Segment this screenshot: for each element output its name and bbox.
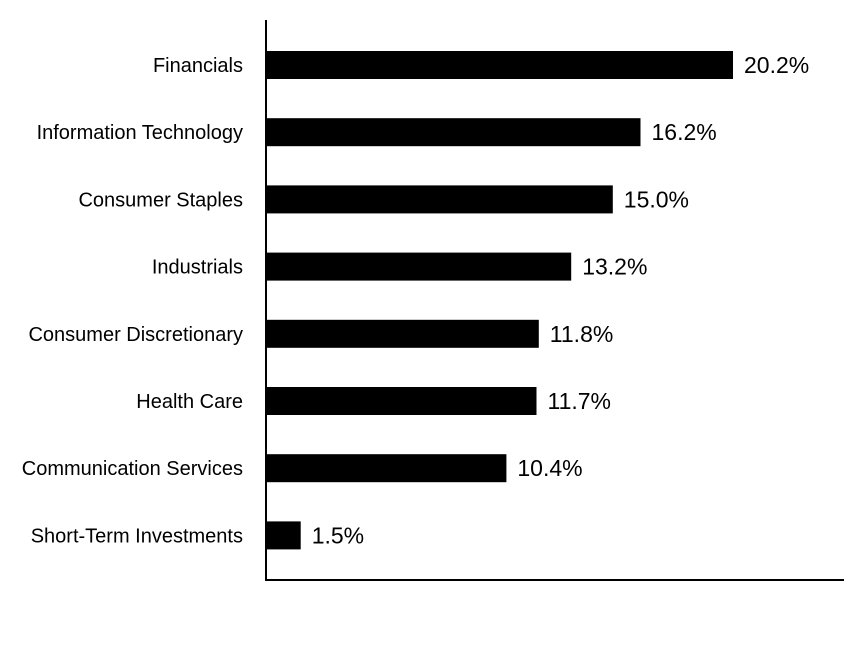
category-label: Health Care xyxy=(136,391,243,413)
value-label: 11.7% xyxy=(548,388,612,414)
category-label: Financials xyxy=(153,55,243,77)
bar xyxy=(266,319,539,348)
bar xyxy=(266,252,572,281)
category-label: Short-Term Investments xyxy=(31,525,243,547)
value-label: 1.5% xyxy=(312,522,364,548)
value-label: 11.8% xyxy=(550,321,614,347)
bar xyxy=(266,185,613,214)
category-label: Communication Services xyxy=(22,458,243,480)
bars-group xyxy=(266,51,733,550)
category-label: Consumer Discretionary xyxy=(28,324,243,346)
category-labels-group: Financials Information Technology Consumer… xyxy=(22,55,243,547)
value-label: 13.2% xyxy=(582,254,647,280)
bar xyxy=(266,521,301,550)
bar xyxy=(266,118,641,147)
category-label: Consumer Staples xyxy=(78,189,243,211)
value-label: 16.2% xyxy=(652,119,717,145)
value-label: 15.0% xyxy=(624,186,689,212)
category-label: Industrials xyxy=(152,257,243,279)
category-label: Information Technology xyxy=(37,122,243,144)
bar xyxy=(266,454,507,483)
value-labels-group: 20.2% 16.2% 15.0% 13.2% 11.8% 11.7% 10.4% 1.5% xyxy=(312,52,810,548)
value-label: 10.4% xyxy=(517,455,582,481)
value-label: 20.2% xyxy=(744,52,809,78)
bar xyxy=(266,387,537,415)
bar xyxy=(266,51,733,79)
